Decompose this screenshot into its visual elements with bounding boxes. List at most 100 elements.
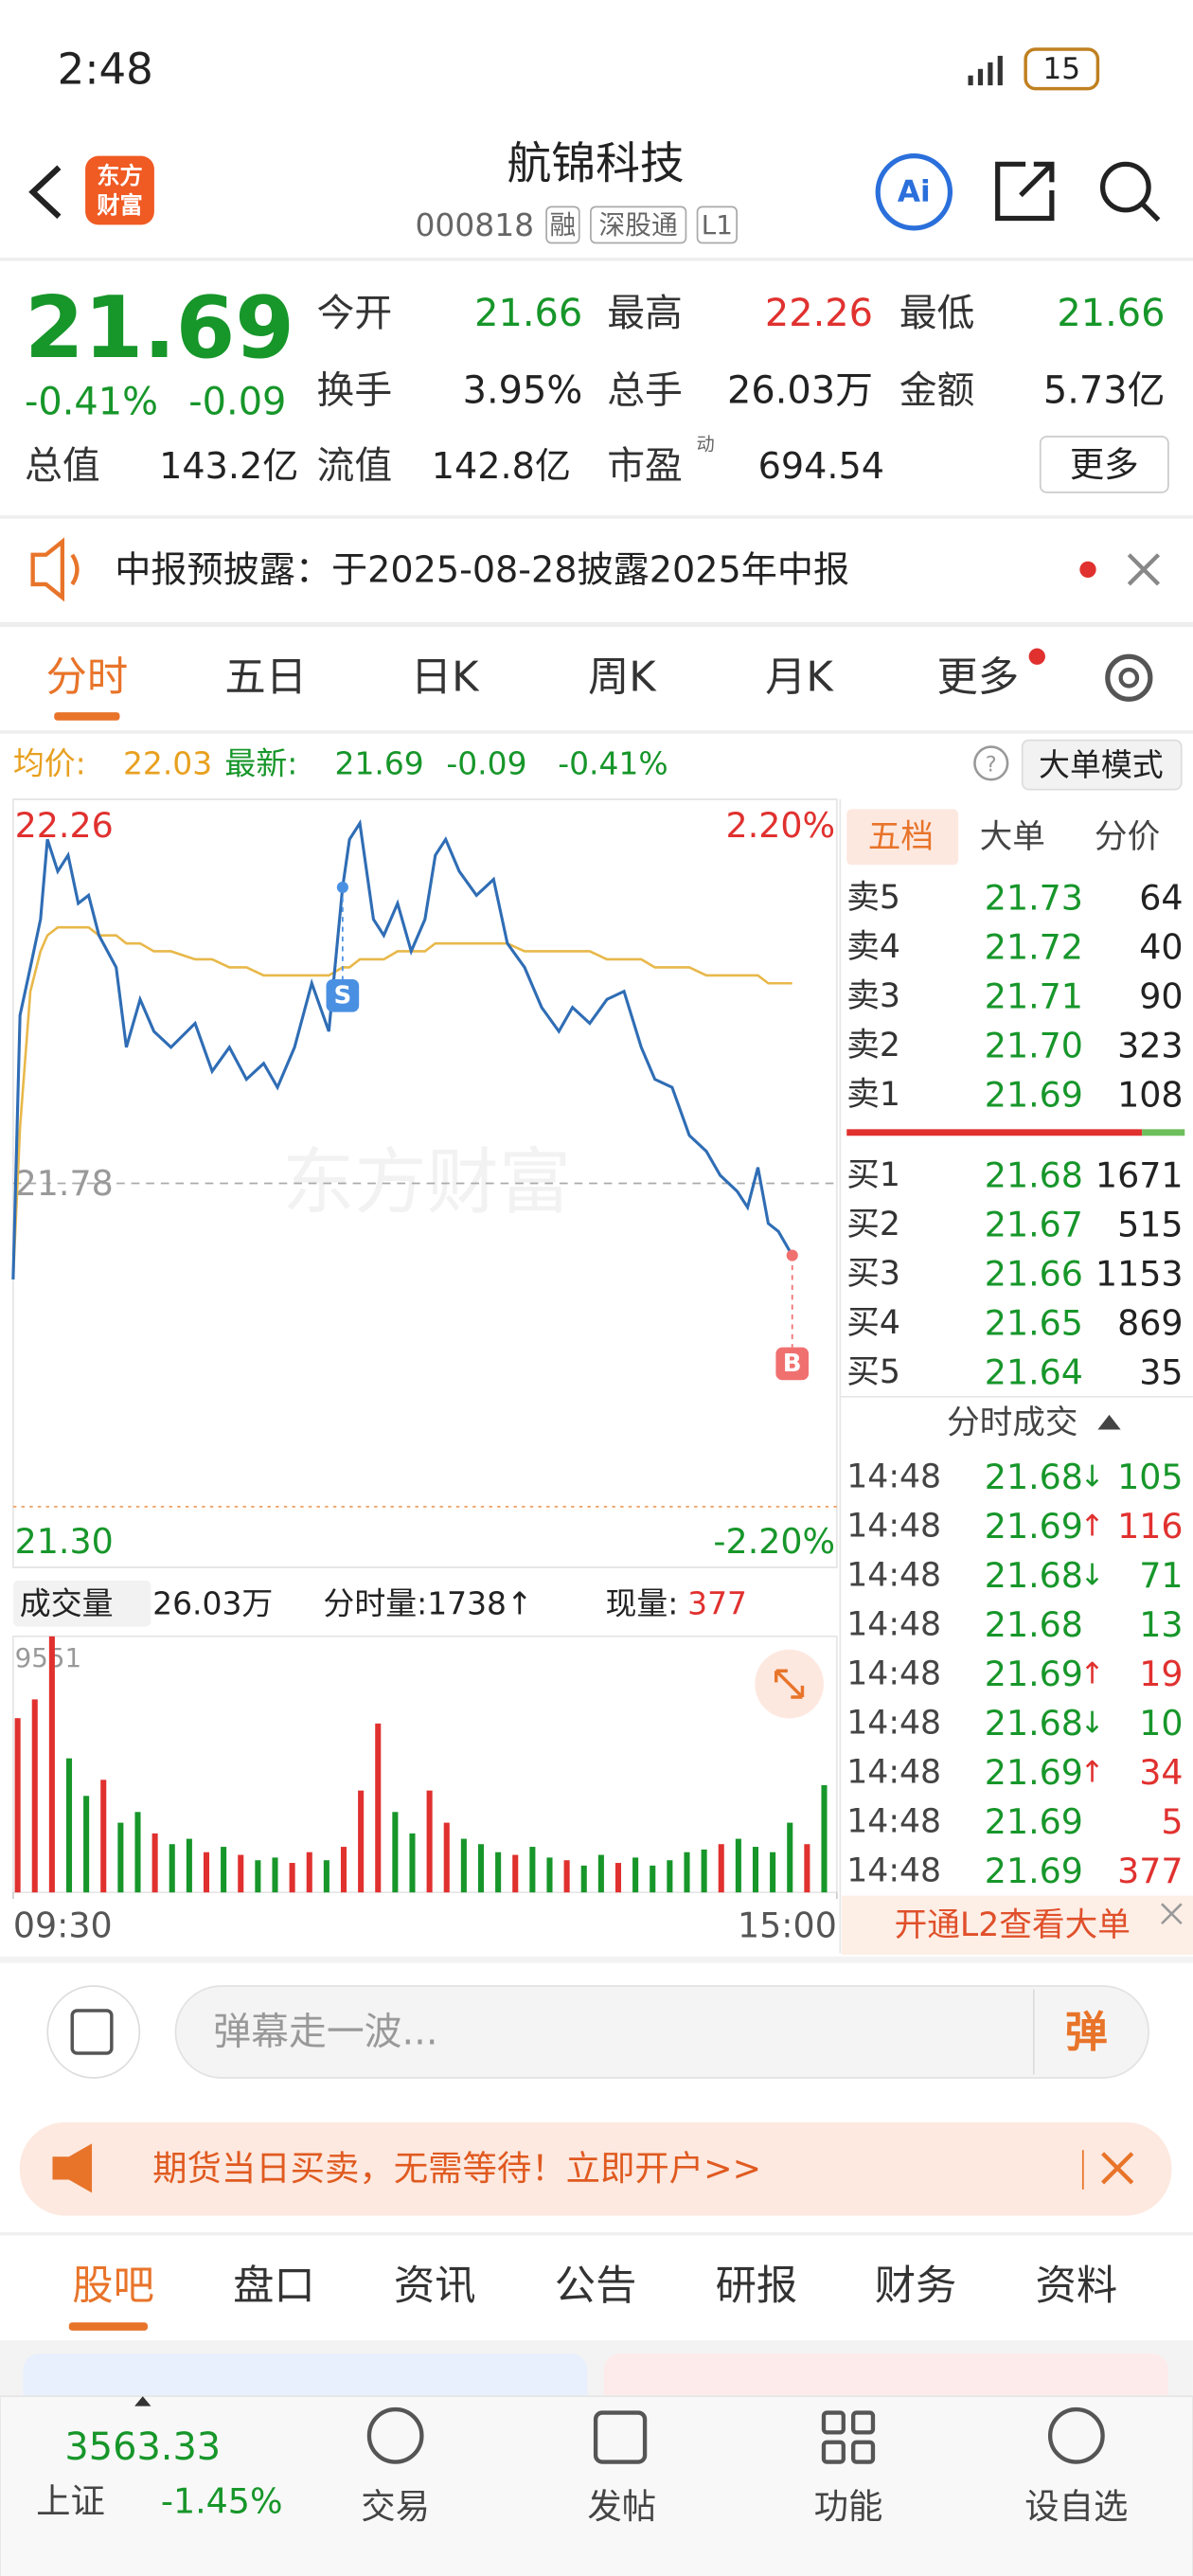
nav-item[interactable]: 设自选: [1024, 2486, 1128, 2527]
chart-tab[interactable]: 月K: [765, 654, 834, 702]
trade-arrow: ↑: [1079, 1510, 1104, 1544]
trade-volume: 10: [1139, 1703, 1183, 1744]
order-tab[interactable]: 分价: [1095, 818, 1160, 856]
order-tab[interactable]: 大单: [980, 818, 1045, 856]
book-level: 卖1: [846, 1076, 900, 1114]
change-pct: -0.41%: [25, 381, 158, 424]
order-tab[interactable]: 五档: [868, 818, 934, 856]
content-tab[interactable]: 财务: [875, 2263, 957, 2310]
annotation-point: [336, 881, 348, 893]
volume-bar: [255, 1860, 261, 1893]
content-tab[interactable]: 盘口: [233, 2263, 315, 2310]
trade-volume: 34: [1139, 1752, 1183, 1793]
help-icon[interactable]: [973, 745, 1009, 781]
volume-bar: [203, 1852, 210, 1893]
volume-bar: [358, 1790, 365, 1893]
volume-bar: [272, 1857, 278, 1893]
chart-tab[interactable]: 周K: [588, 654, 657, 702]
trade-arrow: ↓: [1079, 1707, 1104, 1741]
ai-button[interactable]: [875, 153, 953, 231]
book-volume: 323: [1117, 1025, 1183, 1065]
logo-text: 财富: [97, 191, 143, 219]
nav-item[interactable]: 功能: [814, 2486, 883, 2527]
book-level: 买4: [846, 1304, 900, 1342]
chart-tab[interactable]: 五日: [224, 654, 307, 702]
volume-bar: [495, 1852, 502, 1893]
content-tab[interactable]: 公告: [555, 2263, 637, 2310]
stock-tag: 深股通: [599, 209, 678, 241]
danmu-input[interactable]: [174, 1985, 1149, 2079]
danmu-icon: [70, 2009, 114, 2055]
status-time: 2:48: [58, 44, 153, 94]
tab-underline: [54, 712, 120, 721]
volume-bar: [83, 1796, 90, 1893]
notice-close[interactable]: [1127, 553, 1161, 586]
y2-tick-label: 2.20%: [726, 805, 836, 846]
trade-volume: 116: [1117, 1506, 1183, 1547]
book-level: 买5: [846, 1353, 900, 1391]
trade-price: 21.68: [985, 1703, 1083, 1744]
notice-icon: [30, 537, 80, 602]
field-label: 最低: [899, 292, 975, 335]
volume-label[interactable]: 成交量: [20, 1585, 114, 1622]
chart-tab[interactable]: 日K: [411, 654, 480, 702]
volume-bar: [443, 1822, 450, 1893]
tag-box: [696, 206, 738, 244]
nav-item[interactable]: 发帖: [587, 2486, 656, 2527]
annotation-text: S: [333, 981, 351, 1010]
trade-volume: 13: [1139, 1604, 1183, 1645]
danmu-toggle[interactable]: [46, 1985, 141, 2079]
danmu-send[interactable]: 弹: [1065, 2007, 1108, 2057]
l2-banner[interactable]: [842, 1895, 1193, 1956]
l2-text[interactable]: 开通L2查看大单: [895, 1906, 1131, 1944]
volume-bar: [31, 1699, 38, 1893]
volume-bar: [100, 1780, 107, 1893]
chart-tab[interactable]: 更多: [937, 654, 1020, 702]
field-value: 3.95%: [463, 368, 583, 412]
more-button[interactable]: [1039, 436, 1169, 493]
content-tab[interactable]: 资讯: [394, 2263, 476, 2310]
book-price: 21.68: [985, 1154, 1083, 1195]
volume-bar: [186, 1838, 192, 1893]
tag-box: [545, 206, 580, 244]
volume-bar: [580, 1865, 587, 1893]
content-tab[interactable]: 研报: [716, 2263, 798, 2310]
ad-text: 期货当日买卖，无需等待！立即开户>>: [152, 2148, 761, 2189]
y-tick-label: 21.30: [15, 1521, 114, 1562]
field-label: 换手: [316, 368, 392, 412]
more-label[interactable]: 更多: [1070, 444, 1139, 485]
chart-tab[interactable]: 分时: [46, 654, 129, 702]
l2-close[interactable]: [1161, 1903, 1183, 1925]
trade-arrow: ↓: [1079, 1559, 1104, 1593]
book-price: 21.70: [985, 1025, 1083, 1065]
volume-selector[interactable]: [12, 1580, 151, 1627]
trade-time: 14:48: [846, 1852, 941, 1890]
nav-item[interactable]: 交易: [361, 2486, 430, 2527]
field-label: 流值: [316, 444, 392, 488]
volume-bar: [221, 1847, 227, 1893]
ad-banner[interactable]: [19, 2121, 1172, 2216]
trade-price: 21.68: [985, 1457, 1083, 1497]
index-name: 上证: [36, 2481, 105, 2522]
back-button[interactable]: [28, 165, 62, 219]
book-volume: 35: [1139, 1351, 1183, 1392]
ad-close[interactable]: [1101, 2152, 1134, 2185]
volume-bar: [426, 1790, 433, 1893]
info-text: 最新:: [224, 744, 297, 781]
settings-button[interactable]: [1105, 653, 1153, 702]
divider: [0, 2231, 1193, 2236]
big-order-mode[interactable]: [1021, 739, 1183, 791]
content-tab[interactable]: 资料: [1036, 2263, 1118, 2310]
mode-label[interactable]: 大单模式: [1039, 746, 1164, 783]
search-button[interactable]: [1100, 161, 1151, 213]
content-tab[interactable]: 股吧: [72, 2263, 154, 2310]
app-logo[interactable]: [85, 155, 154, 225]
change: -0.09: [188, 381, 286, 424]
trade-price: 21.69: [985, 1506, 1083, 1547]
volume-bar: [289, 1863, 295, 1893]
share-button[interactable]: [995, 161, 1055, 222]
book-level: 卖4: [846, 928, 900, 966]
annotation-text: B: [783, 1350, 802, 1378]
book-level: 卖3: [846, 977, 900, 1015]
